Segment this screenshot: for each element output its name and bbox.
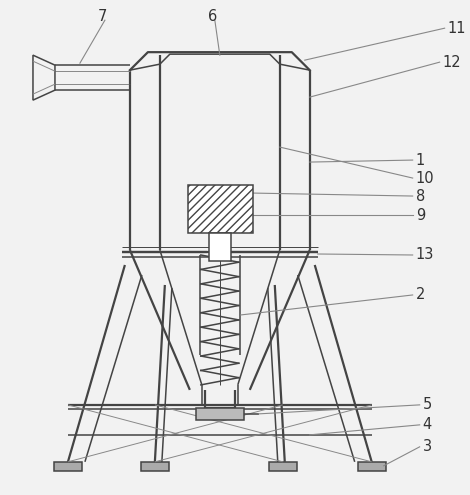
Text: 4: 4 bbox=[423, 417, 432, 432]
Bar bbox=[269, 462, 297, 471]
Text: 10: 10 bbox=[415, 171, 434, 186]
Text: 7: 7 bbox=[98, 9, 107, 24]
Text: 13: 13 bbox=[415, 248, 434, 262]
Text: 3: 3 bbox=[423, 440, 432, 454]
Text: 12: 12 bbox=[443, 54, 461, 70]
Bar bbox=[54, 462, 82, 471]
Text: 1: 1 bbox=[415, 152, 425, 168]
Bar bbox=[141, 462, 169, 471]
Text: 2: 2 bbox=[415, 288, 425, 302]
Bar bbox=[196, 408, 244, 420]
Text: 8: 8 bbox=[415, 189, 425, 203]
Text: 6: 6 bbox=[208, 9, 217, 24]
Text: 5: 5 bbox=[423, 397, 432, 412]
Bar bbox=[209, 233, 231, 261]
Text: 9: 9 bbox=[415, 207, 425, 223]
Bar bbox=[188, 185, 253, 233]
Polygon shape bbox=[33, 55, 55, 100]
Bar bbox=[358, 462, 386, 471]
Text: 11: 11 bbox=[447, 21, 466, 36]
